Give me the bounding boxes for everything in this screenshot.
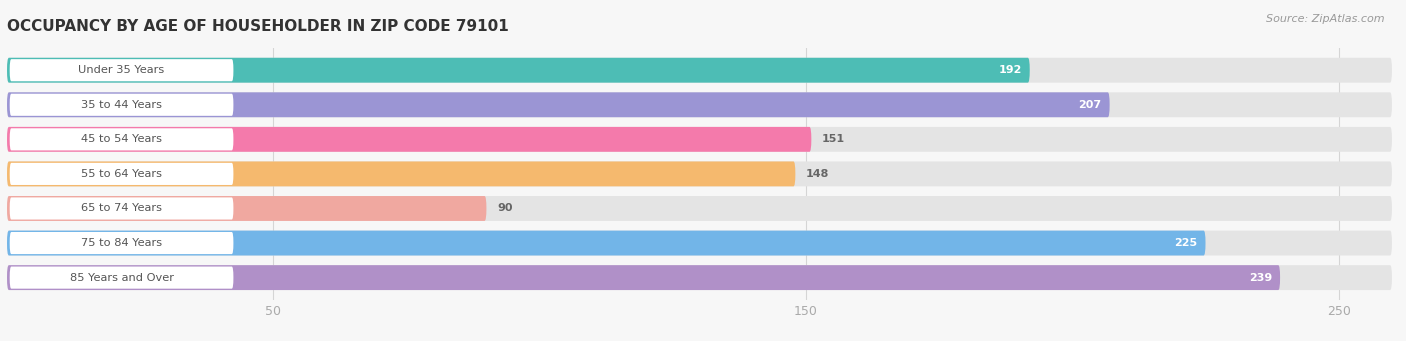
FancyBboxPatch shape [7,265,1279,290]
Text: 55 to 64 Years: 55 to 64 Years [82,169,162,179]
FancyBboxPatch shape [10,197,233,220]
FancyBboxPatch shape [7,162,1392,186]
Text: Under 35 Years: Under 35 Years [79,65,165,75]
Text: 45 to 54 Years: 45 to 54 Years [82,134,162,144]
FancyBboxPatch shape [7,196,1392,221]
FancyBboxPatch shape [7,92,1109,117]
Text: 207: 207 [1078,100,1102,110]
FancyBboxPatch shape [10,128,233,150]
FancyBboxPatch shape [7,265,1392,290]
FancyBboxPatch shape [10,94,233,116]
FancyBboxPatch shape [7,92,1392,117]
Text: 65 to 74 Years: 65 to 74 Years [82,204,162,213]
Text: 75 to 84 Years: 75 to 84 Years [82,238,162,248]
Text: 35 to 44 Years: 35 to 44 Years [82,100,162,110]
FancyBboxPatch shape [10,232,233,254]
FancyBboxPatch shape [7,231,1205,255]
FancyBboxPatch shape [10,59,233,81]
FancyBboxPatch shape [10,267,233,289]
FancyBboxPatch shape [7,58,1392,83]
Text: Source: ZipAtlas.com: Source: ZipAtlas.com [1267,14,1385,24]
FancyBboxPatch shape [10,163,233,185]
FancyBboxPatch shape [7,196,486,221]
FancyBboxPatch shape [7,231,1392,255]
Text: 192: 192 [998,65,1022,75]
Text: 239: 239 [1249,272,1272,283]
Text: 225: 225 [1174,238,1198,248]
FancyBboxPatch shape [7,127,811,152]
Text: 90: 90 [498,204,513,213]
FancyBboxPatch shape [7,58,1029,83]
Text: 148: 148 [806,169,830,179]
FancyBboxPatch shape [7,162,796,186]
Text: OCCUPANCY BY AGE OF HOUSEHOLDER IN ZIP CODE 79101: OCCUPANCY BY AGE OF HOUSEHOLDER IN ZIP C… [7,19,509,34]
Text: 151: 151 [823,134,845,144]
Text: 85 Years and Over: 85 Years and Over [69,272,173,283]
FancyBboxPatch shape [7,127,1392,152]
